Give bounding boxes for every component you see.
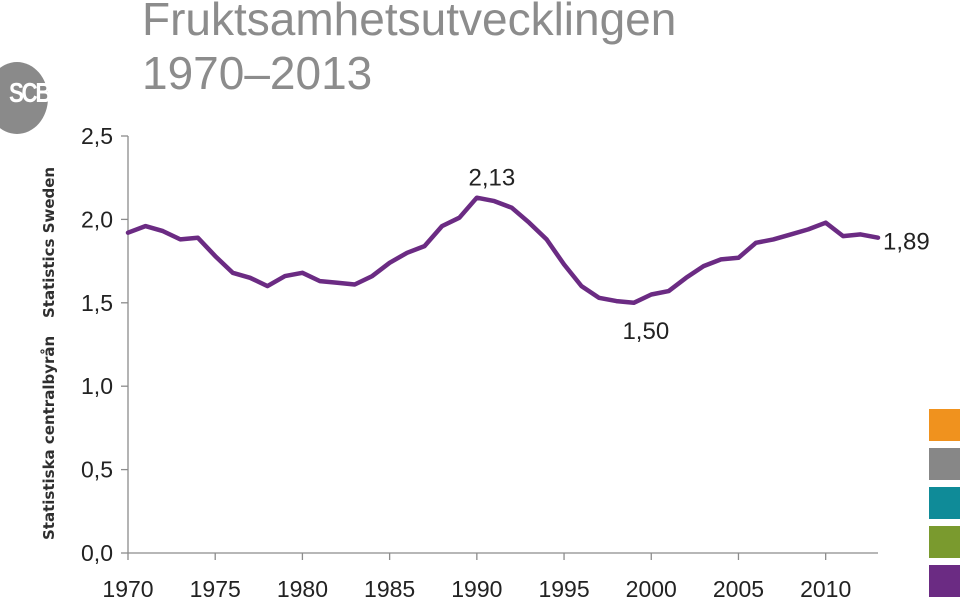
data-point: [196, 236, 200, 240]
data-point: [806, 227, 810, 231]
chart-title-line2: 1970–2013: [142, 47, 373, 99]
data-point: [632, 301, 636, 305]
data-point: [126, 231, 130, 235]
data-point: [527, 221, 531, 225]
data-point: [440, 224, 444, 228]
data-point: [754, 241, 758, 245]
x-tick-label: 1970: [102, 576, 153, 601]
data-point: [614, 299, 618, 303]
data-label: 1,89: [883, 229, 930, 256]
data-point: [283, 274, 287, 278]
chart-title-line1: Fruktsamhetsutvecklingen: [142, 0, 677, 45]
data-point: [771, 237, 775, 241]
data-point: [370, 274, 374, 278]
data-point: [248, 276, 252, 280]
data-point: [318, 279, 322, 283]
x-tick-label: 1995: [538, 576, 589, 601]
color-swatch: [929, 409, 960, 441]
data-point: [597, 296, 601, 300]
color-swatch: [929, 526, 960, 558]
x-tick-label: 2005: [713, 576, 764, 601]
data-label: 2,13: [468, 165, 515, 192]
data-point: [405, 251, 409, 255]
y-tick-label: 0,0: [81, 540, 113, 566]
data-point: [702, 264, 706, 268]
series-line: [125, 195, 881, 306]
data-point: [736, 256, 740, 260]
data-point: [789, 232, 793, 236]
color-swatch: [929, 565, 960, 597]
data-point: [457, 216, 461, 220]
x-tick-label: 1985: [364, 576, 415, 601]
x-tick-label: 1975: [190, 576, 241, 601]
color-swatch: [929, 448, 960, 480]
y-tick-label: 2,5: [81, 123, 113, 149]
x-tick-label: 1980: [277, 576, 328, 601]
color-swatch: [929, 487, 960, 519]
data-point: [423, 244, 427, 248]
data-point: [231, 271, 235, 275]
y-tick-label: 1,0: [81, 373, 113, 399]
data-point: [824, 221, 828, 225]
scb-logo: [0, 62, 48, 134]
data-point: [213, 254, 217, 258]
y-tick-label: 2,0: [81, 206, 113, 232]
chart-title: Fruktsamhetsutvecklingen 1970–2013: [142, 0, 676, 100]
data-point: [684, 276, 688, 280]
data-point: [719, 257, 723, 261]
data-point: [161, 229, 165, 233]
data-label: 1,50: [622, 318, 669, 345]
data-point: [335, 281, 339, 285]
data-point: [562, 262, 566, 266]
data-point: [545, 237, 549, 241]
data-point: [143, 224, 147, 228]
data-point: [266, 284, 270, 288]
data-point: [649, 292, 653, 296]
data-point: [475, 196, 479, 200]
data-point: [876, 236, 880, 240]
data-point: [841, 234, 845, 238]
data-point: [579, 284, 583, 288]
y-tick-label: 1,5: [81, 290, 113, 316]
data-point: [510, 206, 514, 210]
data-point: [178, 237, 182, 241]
x-tick-label: 1990: [451, 576, 502, 601]
data-point: [859, 232, 863, 236]
data-point: [353, 282, 357, 286]
data-point: [300, 271, 304, 275]
y-tick-label: 0,5: [81, 457, 113, 483]
data-point: [388, 261, 392, 265]
x-tick-label: 2000: [626, 576, 677, 601]
x-tick-label: 2010: [800, 576, 851, 601]
data-point: [492, 199, 496, 203]
data-point: [667, 289, 671, 293]
